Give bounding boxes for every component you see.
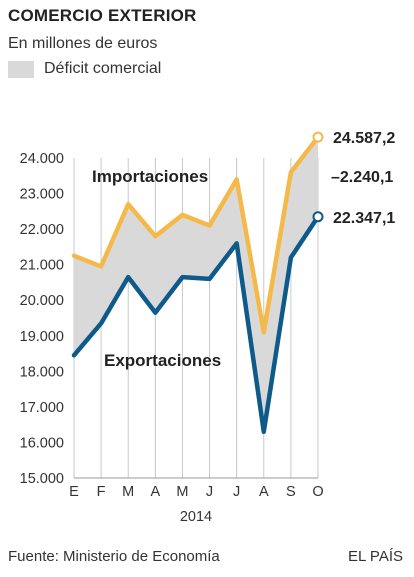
x-tick-label: A bbox=[150, 484, 160, 500]
y-tick-label: 21.000 bbox=[20, 258, 64, 274]
x-tick-label: F bbox=[97, 484, 106, 500]
y-tick-label: 17.000 bbox=[20, 400, 64, 416]
legend: Déficit comercial bbox=[8, 60, 161, 78]
legend-swatch-deficit bbox=[8, 60, 34, 78]
chart-subtitle: En millones de euros bbox=[8, 35, 158, 52]
y-tick-label: 22.000 bbox=[20, 222, 64, 238]
x-tick-label: J bbox=[206, 484, 213, 500]
source-note: Fuente: Ministerio de Economía bbox=[8, 548, 220, 565]
y-tick-label: 15.000 bbox=[20, 471, 64, 487]
publisher-logo: EL PAÍS bbox=[347, 548, 403, 565]
endpoint-marker-importaciones bbox=[312, 131, 324, 143]
x-axis-label: 2014 bbox=[180, 509, 212, 525]
chart-title: COMERCIO EXTERIOR bbox=[8, 6, 197, 25]
x-tick-label: J bbox=[233, 484, 240, 500]
series-label-importaciones: Importaciones bbox=[92, 167, 208, 186]
x-tick-label: M bbox=[122, 484, 134, 500]
y-tick-label: 18.000 bbox=[20, 364, 64, 380]
x-tick-label: O bbox=[312, 484, 323, 500]
series-label-exportaciones: Exportaciones bbox=[104, 351, 221, 370]
x-tick-label: S bbox=[286, 484, 296, 500]
y-tick-label: 19.000 bbox=[20, 329, 64, 345]
x-tick-label: M bbox=[176, 484, 188, 500]
y-tick-label: 16.000 bbox=[20, 435, 64, 451]
data-label-importaciones-last: 24.587,2 bbox=[333, 130, 395, 147]
data-label-exportaciones-last: 22.347,1 bbox=[333, 210, 395, 227]
series-line-exportaciones bbox=[71, 214, 321, 435]
y-tick-label: 23.000 bbox=[20, 187, 64, 203]
y-tick-label: 24.000 bbox=[20, 151, 64, 167]
legend-label-deficit: Déficit comercial bbox=[44, 60, 162, 77]
data-label-deficit-last: –2.240,1 bbox=[331, 169, 393, 186]
deficit-area bbox=[74, 137, 318, 432]
x-tick-label: A bbox=[259, 484, 269, 500]
endpoint-marker-exportaciones bbox=[312, 211, 324, 223]
x-tick-label: E bbox=[69, 484, 79, 500]
series-line-importaciones bbox=[71, 134, 321, 335]
y-tick-label: 20.000 bbox=[20, 293, 64, 309]
